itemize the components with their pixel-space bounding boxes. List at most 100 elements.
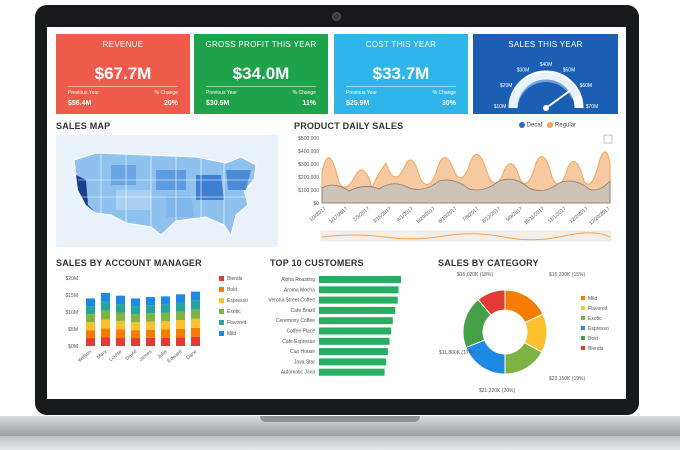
bar-segment: [176, 337, 185, 346]
kpi-change-value: 11%: [302, 100, 316, 107]
customer-label: Ceremony Coffee: [276, 318, 315, 324]
customer-bar[interactable]: [319, 306, 396, 314]
legend-label: Espresso: [227, 298, 248, 304]
legend-swatch: [219, 276, 224, 281]
bar-segment: [116, 304, 125, 313]
legend-dot: [547, 122, 554, 128]
account-manager-chart[interactable]: $20M $15M $10M $5M $0M William Mary Louise Davi…: [56, 270, 261, 399]
divider: [346, 86, 456, 87]
bar-segment: [161, 321, 170, 330]
account-manager-title: SALES BY ACCOUNT MANAGER: [56, 258, 202, 268]
bar-segment: [191, 336, 200, 346]
bar-segment: [101, 301, 110, 311]
kpi-change-label: % Change: [154, 90, 178, 96]
sales-map[interactable]: [56, 135, 278, 247]
legend-swatch: [581, 296, 585, 300]
gauge-needle: [545, 89, 572, 109]
bar-segment: [131, 338, 140, 346]
bar-segment: [131, 322, 140, 331]
x-tick-label: 1/3/2017: [309, 206, 328, 223]
gauge-tick-label: $60M: [580, 83, 593, 89]
gauge-tick-label: $40M: [540, 62, 553, 68]
legend-label: Mild: [227, 331, 236, 337]
export-icon[interactable]: [603, 134, 613, 144]
kpi-sales[interactable]: SALES THIS YEAR $10M $20M $30M $40M $50M $60M…: [473, 34, 618, 114]
legend-swatch: [219, 309, 224, 314]
bar-segment: [101, 292, 110, 302]
webcam: [332, 12, 341, 21]
top-customers-chart[interactable]: Alpha Roasting Aroma Mocha Verona Street C…: [265, 270, 415, 399]
customer-bar[interactable]: [319, 296, 398, 304]
customer-label: Cup House: [290, 349, 315, 355]
x-tick-label: 5/20/2017: [416, 206, 437, 225]
bar-segment: [176, 320, 185, 329]
legend-swatch: [581, 326, 585, 330]
customer-label: Alpha Roasting: [281, 277, 315, 283]
category-donut-chart[interactable]: $16,020K (18%) $16,330K (15%) $11,800K (17…: [437, 270, 622, 399]
legend-label: Flavored: [227, 320, 247, 326]
kpi-revenue[interactable]: REVENUE $67.7M Previous Year % Change $5…: [56, 34, 190, 114]
bar-segment: [116, 312, 125, 321]
bar-segment: [101, 319, 110, 329]
laptop-notch: [260, 416, 420, 422]
state-california: [76, 175, 96, 213]
legend-swatch: [581, 306, 585, 310]
bar-segment: [146, 297, 155, 306]
customer-bar[interactable]: [319, 276, 401, 283]
donut-slice[interactable]: [477, 289, 506, 316]
range-navigator[interactable]: [320, 230, 612, 242]
customer-bar[interactable]: [319, 358, 387, 366]
bar-segment: [101, 328, 110, 338]
customer-label: Automatic Java: [281, 370, 315, 376]
slice-label: $23,150K (19%): [549, 376, 585, 382]
legend-label: Bold: [227, 287, 237, 293]
kpi-change-label: % Change: [432, 90, 456, 96]
laptop-base-lip: [0, 436, 680, 450]
kpi-change-value: 30%: [441, 100, 456, 107]
top-customers-title: TOP 10 CUSTOMERS: [270, 258, 364, 268]
daily-sales-title: PRODUCT DAILY SALES: [294, 121, 404, 131]
legend-swatch: [581, 316, 585, 320]
bar-segment: [191, 318, 200, 328]
kpi-title: SALES THIS YEAR: [508, 40, 583, 49]
x-tick-label: David: [125, 349, 139, 362]
bar-segment: [191, 300, 200, 310]
bar-segment: [116, 337, 125, 346]
customer-bar[interactable]: [319, 317, 393, 325]
kpi-value: $33.7M: [372, 64, 430, 83]
kpi-change-value: 20%: [163, 100, 178, 107]
customer-bar[interactable]: [319, 327, 392, 335]
kpi-gross-profit[interactable]: GROSS PROFIT THIS YEAR $34.0M Previous Y…: [194, 34, 328, 114]
x-tick-label: 9/9/2017: [505, 206, 524, 223]
bar-segment: [176, 294, 185, 303]
customer-bar[interactable]: [319, 348, 388, 356]
y-tick-label: $300,000: [298, 162, 319, 168]
customer-bar[interactable]: [319, 337, 390, 345]
x-tick-label: Dane: [185, 349, 198, 361]
daily-sales-chart[interactable]: $500,000 $400,000 $300,000 $200,000 $100,000…: [294, 133, 619, 245]
bar-segment: [86, 306, 95, 315]
kpi-prev-value: $25.9M: [346, 100, 370, 107]
bar-segment: [146, 321, 155, 330]
bar-segment: [146, 305, 155, 314]
y-tick-label: $20M: [65, 276, 78, 282]
gauge-tick-label: $30M: [517, 68, 530, 74]
y-tick-label: $10M: [65, 310, 78, 316]
daily-sales-legend: Decaf Regular: [519, 122, 576, 129]
customer-bar[interactable]: [319, 368, 385, 376]
gauge-tick-label: $10M: [494, 104, 507, 110]
x-tick-label: Julia: [157, 349, 169, 360]
legend-swatch: [581, 336, 585, 340]
bar-segment: [161, 337, 170, 346]
x-tick-label: 7/8/2017: [461, 206, 480, 223]
kpi-cost[interactable]: COST THIS YEAR $33.7M Previous Year % Ch…: [334, 34, 468, 114]
customer-label: Aroma Mocha: [284, 287, 315, 293]
legend-label: Blends: [227, 276, 243, 282]
legend-regular: Regular: [555, 122, 577, 129]
bar-segment: [146, 329, 155, 338]
legend-swatch: [219, 320, 224, 325]
kpi-prev-value: $56.4M: [68, 100, 92, 107]
legend-label: Espresso: [588, 326, 609, 332]
bar-segment: [176, 302, 185, 312]
customer-bar[interactable]: [319, 286, 399, 294]
